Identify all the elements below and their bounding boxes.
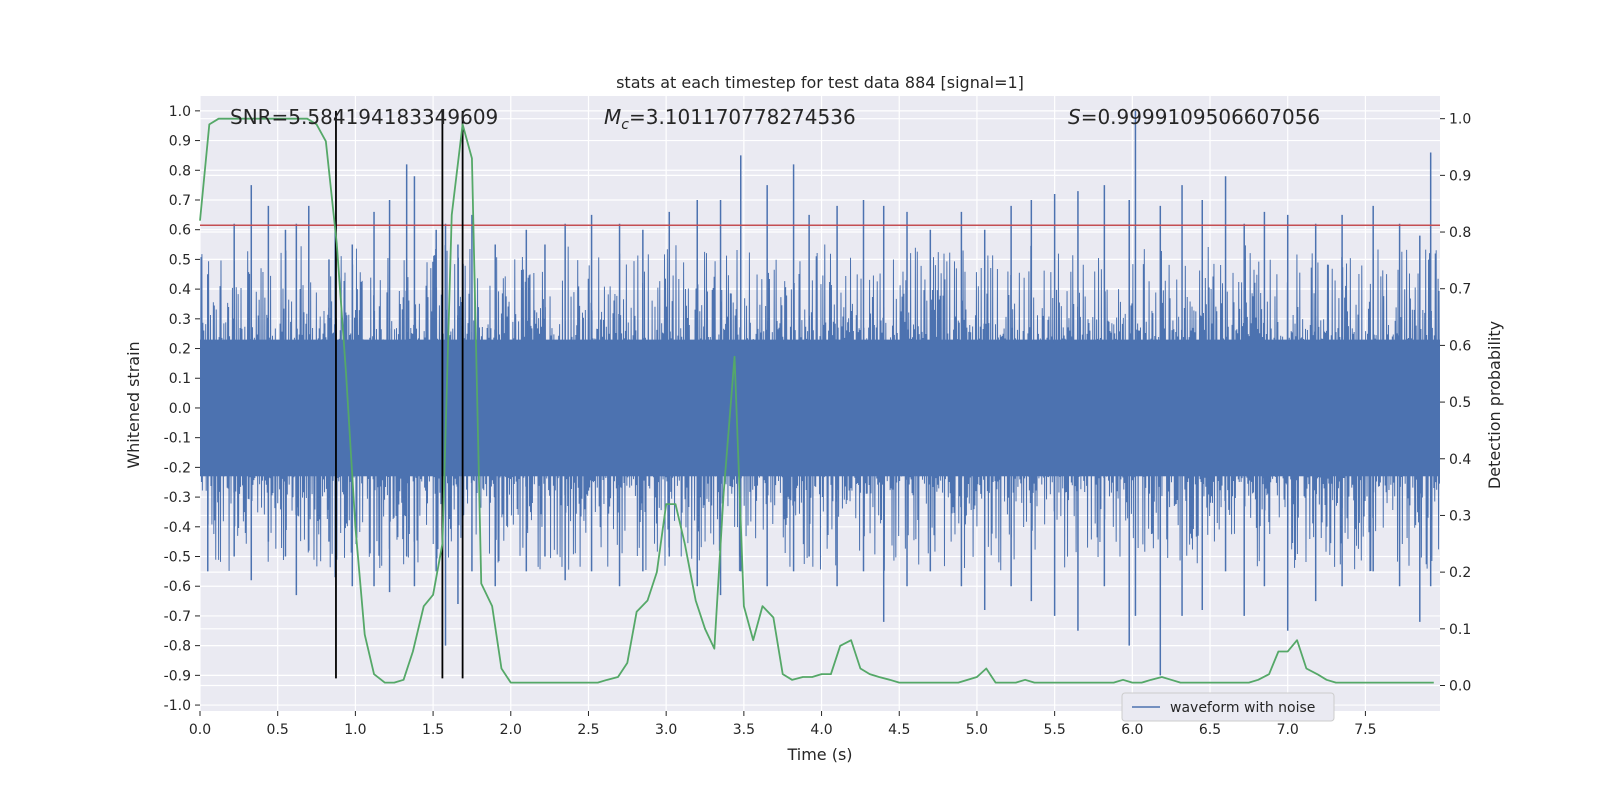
y-tick-label: 0.9 xyxy=(169,134,191,150)
y-tick-label-right: 0.3 xyxy=(1449,508,1471,524)
y-ticks: -1.0 -0.9 -0.8 -0.7 -0.6 -0.5 -0.4 -0.3 -0.2 -0.1… xyxy=(164,104,200,714)
snr-annotation: SNR=5.584194183349609 xyxy=(230,105,498,129)
y-tick-label: 0.0 xyxy=(169,401,191,417)
x-tick-label: 7.5 xyxy=(1354,722,1376,738)
x-tick-label: 6.5 xyxy=(1199,722,1221,738)
x-tick-label: 3.5 xyxy=(733,722,755,738)
chirp-mass-annotation: Mc=3.101170778274536 xyxy=(604,105,856,133)
chirp-mass-value: =3.101170778274536 xyxy=(629,105,856,129)
y-tick-label-right: 0.2 xyxy=(1449,565,1471,581)
y-tick-label: 1.0 xyxy=(169,104,191,120)
y-tick-label: -0.4 xyxy=(164,520,191,536)
overlay-layer xyxy=(199,110,1440,684)
y-tick-label-right: 0.5 xyxy=(1449,395,1471,411)
x-tick-label: 0.5 xyxy=(267,722,289,738)
y-tick-label: -0.6 xyxy=(164,579,191,595)
y-tick-label-right: 0.9 xyxy=(1449,168,1471,184)
y-tick-label: 0.7 xyxy=(169,193,191,209)
y-tick-label: 0.4 xyxy=(169,282,191,298)
y-tick-label-right: 0.4 xyxy=(1449,452,1471,468)
detection-probability-line xyxy=(199,117,1434,684)
legend-label: waveform with noise xyxy=(1170,700,1315,716)
x-tick-label: 4.5 xyxy=(888,722,910,738)
x-tick-label: 7.0 xyxy=(1277,722,1299,738)
significance-symbol: S xyxy=(1068,105,1081,129)
y-tick-label: -0.2 xyxy=(164,460,191,476)
y-tick-label-right: 0.6 xyxy=(1449,338,1471,354)
legend-box xyxy=(1121,692,1335,722)
y-tick-label-right: 0.0 xyxy=(1449,678,1471,694)
chirp-mass-symbol: M xyxy=(604,105,621,129)
y-axis-label-right: Detection probability xyxy=(1485,321,1504,489)
y-tick-label: 0.3 xyxy=(169,312,191,328)
series-layer xyxy=(200,110,1440,676)
y-tick-label: 0.8 xyxy=(169,163,191,179)
significance-annotation: S=0.9999109506607056 xyxy=(1068,105,1320,129)
x-tick-label: 1.5 xyxy=(422,722,444,738)
y-tick-label: -1.0 xyxy=(164,698,191,714)
y-tick-label-right: 0.1 xyxy=(1449,622,1471,638)
y-tick-label: -0.8 xyxy=(164,639,191,655)
x-axis-label: Time (s) xyxy=(786,745,852,764)
chart-title: stats at each timestep for test data 884… xyxy=(616,73,1024,92)
x-tick-label: 5.0 xyxy=(966,722,988,738)
x-tick-label: 5.5 xyxy=(1044,722,1066,738)
y-tick-label: 0.6 xyxy=(169,223,191,239)
y-axis-label: Whitened strain xyxy=(124,341,143,468)
y-tick-label: -0.7 xyxy=(164,609,191,625)
y-tick-label: -0.3 xyxy=(164,490,191,506)
chirp-mass-subscript: c xyxy=(621,117,629,133)
x-tick-label: 2.0 xyxy=(500,722,522,738)
y-tick-label: 0.5 xyxy=(169,252,191,268)
x-tick-label: 3.0 xyxy=(655,722,677,738)
y-tick-label-right: 0.8 xyxy=(1449,225,1471,241)
x-tick-label: 0.0 xyxy=(189,722,211,738)
y-tick-label-right: 0.7 xyxy=(1449,282,1471,298)
legend: waveform with noise xyxy=(1121,692,1335,722)
x-ticks: 0.0 0.5 1.0 1.5 2.0 2.5 3.0 3.5 4.0 4.5 5.0 5.5 6.0 6… xyxy=(189,711,1377,738)
y-tick-label-right: 1.0 xyxy=(1449,112,1471,128)
y-tick-label: 0.1 xyxy=(169,371,191,387)
y-tick-label: -0.1 xyxy=(164,431,191,447)
waveform-series xyxy=(200,110,1440,676)
y-tick-label: -0.9 xyxy=(164,668,191,684)
significance-value: =0.9999109506607056 xyxy=(1081,105,1320,129)
x-tick-label: 4.0 xyxy=(810,722,832,738)
x-tick-label: 1.0 xyxy=(344,722,366,738)
x-tick-label: 2.5 xyxy=(577,722,599,738)
y-ticks-right: 0.0 0.1 0.2 0.3 0.4 0.5 0.6 0.7 0.8 0.9 1.0 xyxy=(1440,112,1471,694)
x-tick-label: 6.0 xyxy=(1121,722,1143,738)
y-tick-label: 0.2 xyxy=(169,342,191,358)
y-tick-label: -0.5 xyxy=(164,550,191,566)
